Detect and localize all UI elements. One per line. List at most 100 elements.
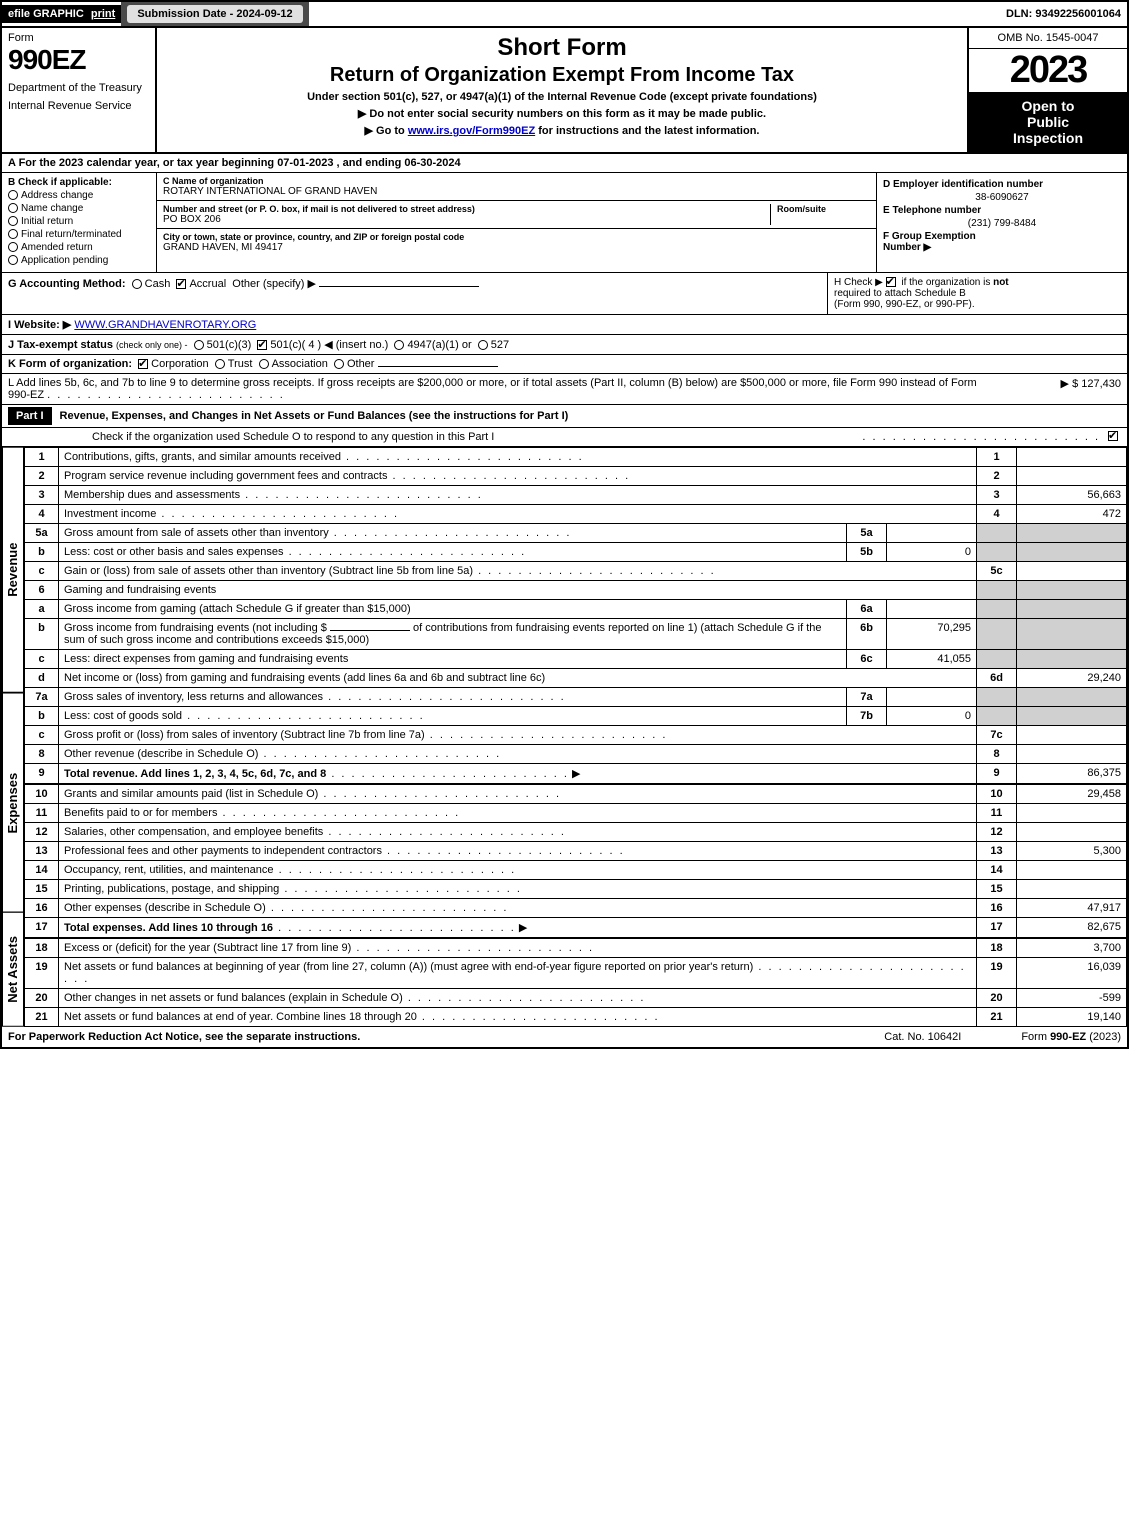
check-corporation[interactable] xyxy=(138,359,148,369)
other-specify-input[interactable] xyxy=(319,286,479,287)
cash-label: Cash xyxy=(145,278,171,290)
check-cash[interactable] xyxy=(132,279,142,289)
line7a-greyamt xyxy=(1017,688,1127,707)
website-label: I Website: ▶ xyxy=(8,319,71,331)
top-bar: efile GRAPHIC print Submission Date - 20… xyxy=(2,2,1127,28)
row-a-tax-year: A For the 2023 calendar year, or tax yea… xyxy=(2,154,1127,173)
check-schedule-b[interactable] xyxy=(886,277,896,287)
line12-amt xyxy=(1017,823,1127,842)
opt-4947: 4947(a)(1) or xyxy=(407,339,471,351)
line17-desc: Total expenses. Add lines 10 through 16 xyxy=(64,922,273,934)
footer-left: For Paperwork Reduction Act Notice, see … xyxy=(8,1031,884,1043)
check-accrual[interactable] xyxy=(176,279,186,289)
open-to: Open to xyxy=(973,98,1123,114)
header-right: OMB No. 1545-0047 2023 Open to Public In… xyxy=(967,28,1127,152)
line21-num: 21 xyxy=(25,1008,59,1027)
h-post: if the organization is xyxy=(901,277,993,288)
line20-desc: Other changes in net assets or fund bala… xyxy=(64,992,403,1004)
line17-box: 17 xyxy=(977,918,1017,939)
street-block: Number and street (or P. O. box, if mail… xyxy=(157,201,876,229)
line3-box: 3 xyxy=(977,486,1017,505)
line14-num: 14 xyxy=(25,861,59,880)
street-value: PO BOX 206 xyxy=(163,214,770,225)
line7c-desc: Gross profit or (loss) from sales of inv… xyxy=(64,729,425,741)
check-4947[interactable] xyxy=(394,340,404,350)
submission-date: Submission Date - 2024-09-12 xyxy=(127,5,302,23)
line-16: 16 Other expenses (describe in Schedule … xyxy=(25,899,1127,918)
line6a-num: a xyxy=(25,600,59,619)
website-link[interactable]: WWW.GRANDHAVENROTARY.ORG xyxy=(74,319,256,331)
inspection: Inspection xyxy=(973,130,1123,146)
check-trust[interactable] xyxy=(215,359,225,369)
irs-link[interactable]: www.irs.gov/Form990EZ xyxy=(408,125,535,137)
line5b-subamt: 0 xyxy=(887,543,977,562)
line13-desc: Professional fees and other payments to … xyxy=(64,845,382,857)
check-schedule-o[interactable] xyxy=(1108,431,1118,441)
h-not: not xyxy=(993,277,1009,288)
instruction-goto: ▶ Go to www.irs.gov/Form990EZ for instru… xyxy=(165,124,959,137)
check-527[interactable] xyxy=(478,340,488,350)
check-501c3[interactable] xyxy=(194,340,204,350)
check-final-return[interactable]: Final return/terminated xyxy=(8,229,150,240)
line4-num: 4 xyxy=(25,505,59,524)
city-value: GRAND HAVEN, MI 49417 xyxy=(163,242,870,253)
opt-association: Association xyxy=(272,358,328,370)
form-990ez-page: efile GRAPHIC print Submission Date - 20… xyxy=(0,0,1129,1049)
check-initial-return[interactable]: Initial return xyxy=(8,216,150,227)
line12-box: 12 xyxy=(977,823,1017,842)
h-line2: required to attach Schedule B xyxy=(834,288,966,299)
line14-amt xyxy=(1017,861,1127,880)
line-6d: d Net income or (loss) from gaming and f… xyxy=(25,669,1127,688)
line8-box: 8 xyxy=(977,745,1017,764)
line9-box: 9 xyxy=(977,764,1017,785)
public: Public xyxy=(973,114,1123,130)
check-application-pending[interactable]: Application pending xyxy=(8,255,150,266)
footer-center: Cat. No. 10642I xyxy=(884,1031,961,1043)
part1-label: Part I xyxy=(8,407,52,425)
line5a-num: 5a xyxy=(25,524,59,543)
check-association[interactable] xyxy=(259,359,269,369)
check-amended-return[interactable]: Amended return xyxy=(8,242,150,253)
line5c-num: c xyxy=(25,562,59,581)
part1-lines-table: 1 Contributions, gifts, grants, and simi… xyxy=(24,447,1127,1027)
part1-table-wrap: Revenue Expenses Net Assets 1 Contributi… xyxy=(2,447,1127,1027)
org-name-label: C Name of organization xyxy=(163,176,870,186)
line5c-box: 5c xyxy=(977,562,1017,581)
check-name-change[interactable]: Name change xyxy=(8,203,150,214)
line5b-sub: 5b xyxy=(847,543,887,562)
other-org-input[interactable] xyxy=(378,366,498,367)
line13-box: 13 xyxy=(977,842,1017,861)
line7b-subamt: 0 xyxy=(887,707,977,726)
check-other-org[interactable] xyxy=(334,359,344,369)
line18-desc: Excess or (deficit) for the year (Subtra… xyxy=(64,942,351,954)
line2-num: 2 xyxy=(25,467,59,486)
title-return: Return of Organization Exempt From Incom… xyxy=(165,64,959,87)
line10-num: 10 xyxy=(25,784,59,804)
section-c: C Name of organization ROTARY INTERNATIO… xyxy=(157,173,877,272)
tax-year: 2023 xyxy=(969,49,1127,92)
opt-527: 527 xyxy=(491,339,509,351)
city-label: City or town, state or province, country… xyxy=(163,232,870,242)
line6b-blank[interactable] xyxy=(330,630,410,631)
form-org-label: K Form of organization: xyxy=(8,358,132,370)
line6b-sub: 6b xyxy=(847,619,887,650)
line6c-greybox xyxy=(977,650,1017,669)
line-17: 17 Total expenses. Add lines 10 through … xyxy=(25,918,1127,939)
check-address-change[interactable]: Address change xyxy=(8,190,150,201)
line17-num: 17 xyxy=(25,918,59,939)
line5c-desc: Gain or (loss) from sale of assets other… xyxy=(64,565,473,577)
line-15: 15 Printing, publications, postage, and … xyxy=(25,880,1127,899)
line7b-num: b xyxy=(25,707,59,726)
form-word: Form xyxy=(8,32,149,44)
line5b-num: b xyxy=(25,543,59,562)
line14-desc: Occupancy, rent, utilities, and maintena… xyxy=(64,864,274,876)
line3-desc: Membership dues and assessments xyxy=(64,489,240,501)
check-501c[interactable] xyxy=(257,340,267,350)
print-link[interactable]: print xyxy=(91,8,115,20)
h-line3: (Form 990, 990-EZ, or 990-PF). xyxy=(834,299,975,310)
line9-amt: 86,375 xyxy=(1017,764,1127,785)
submission-date-wrap: Submission Date - 2024-09-12 xyxy=(121,2,308,26)
line5b-desc: Less: cost or other basis and sales expe… xyxy=(64,546,284,558)
under-section-text: Under section 501(c), 527, or 4947(a)(1)… xyxy=(165,91,959,103)
section-bcdef: B Check if applicable: Address change Na… xyxy=(2,173,1127,273)
